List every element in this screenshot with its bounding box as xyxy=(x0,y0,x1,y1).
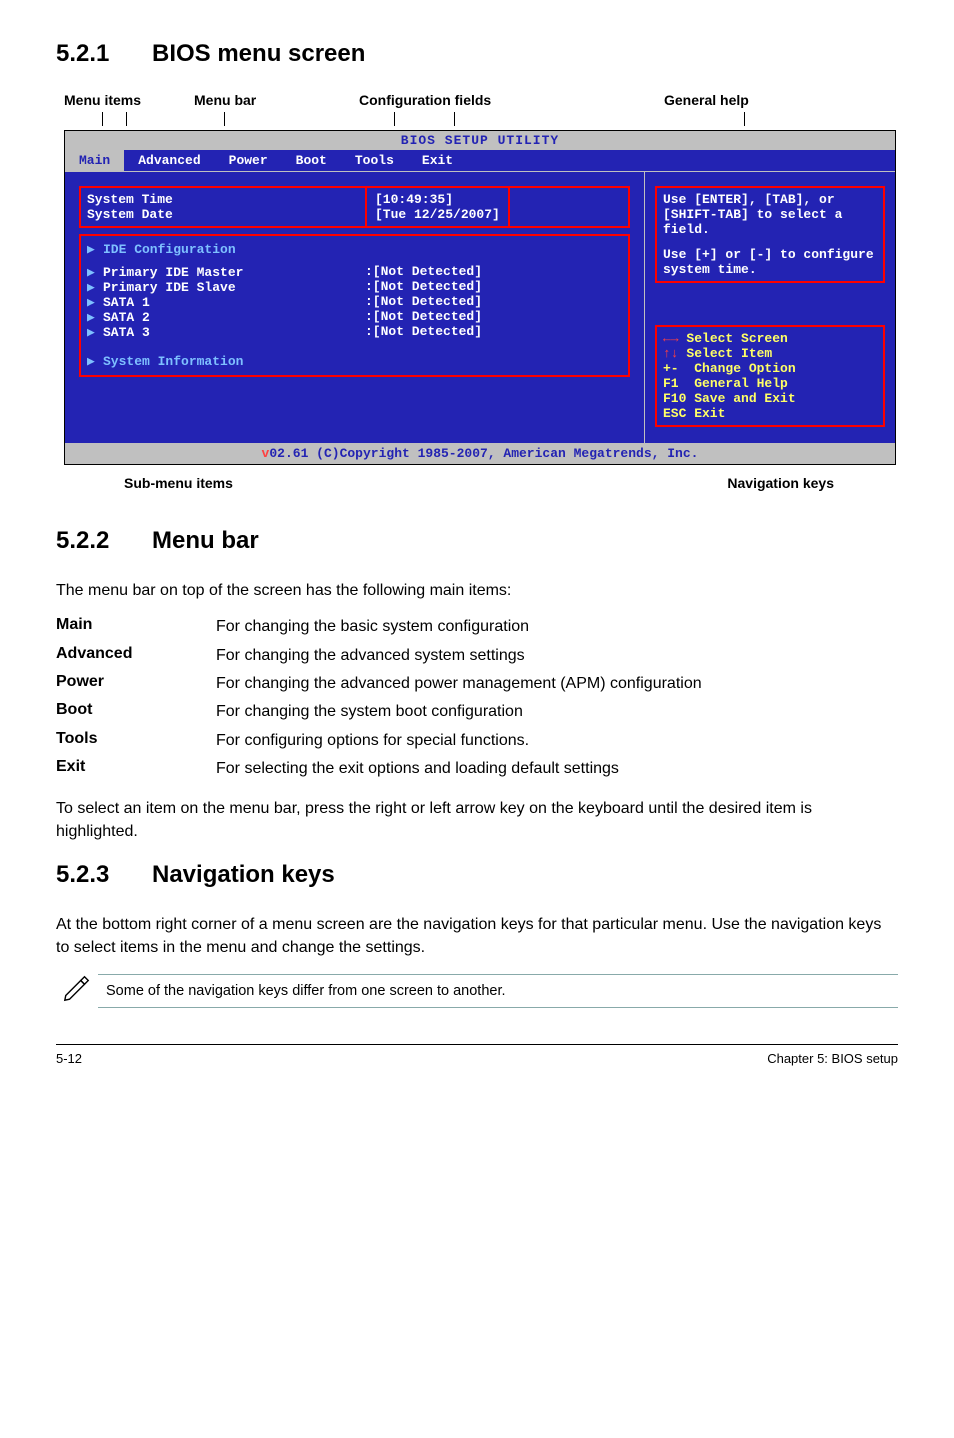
label-config-fields: Configuration fields xyxy=(359,92,491,108)
heading-title: Menu bar xyxy=(152,527,259,554)
triangle-icon: ▶ xyxy=(87,242,97,257)
heading-num: 5.2.2 xyxy=(56,527,152,555)
def-tools-v: For configuring options for special func… xyxy=(216,730,898,752)
sys-time-key: System Time xyxy=(87,192,307,207)
nav-select-screen: Select Screen xyxy=(686,331,787,346)
bios-screen: BIOS SETUP UTILITY Main Advanced Power B… xyxy=(64,130,896,465)
nav-select-item: Select Item xyxy=(686,346,772,361)
sata3-key[interactable]: SATA 3 xyxy=(103,325,308,340)
bios-top-labels: Menu items Menu bar Configuration fields… xyxy=(64,92,894,130)
footer-version: 02.61 xyxy=(269,446,308,461)
sys-date-key: System Date xyxy=(87,207,307,222)
nav-change-key: +- xyxy=(663,361,679,376)
def-adv-k: Advanced xyxy=(56,645,216,667)
page-footer: 5-12 Chapter 5: BIOS setup xyxy=(56,1044,898,1066)
arrows-ud-icon: ↑↓ xyxy=(663,346,679,361)
sata3-val: :[Not Detected] xyxy=(365,324,510,339)
bios-navkeys-box: ←→ Select Screen ↑↓ Select Item +- Chang… xyxy=(655,325,885,427)
pim-key[interactable]: Primary IDE Master xyxy=(103,265,308,280)
sata2-val: :[Not Detected] xyxy=(365,309,510,324)
def-power-v: For changing the advanced power manageme… xyxy=(216,673,898,695)
def-tools-k: Tools xyxy=(56,730,216,752)
label-general-help: General help xyxy=(664,92,749,108)
bios-menu-boot[interactable]: Boot xyxy=(282,150,341,171)
pis-key[interactable]: Primary IDE Slave xyxy=(103,280,308,295)
heading-num: 5.2.3 xyxy=(56,861,152,889)
bios-help-box: Use [ENTER], [TAB], or [SHIFT-TAB] to se… xyxy=(655,186,885,283)
def-power-k: Power xyxy=(56,673,216,695)
triangle-icon: ▶ xyxy=(87,310,97,325)
def-exit-v: For selecting the exit options and loadi… xyxy=(216,758,898,780)
bios-menu-advanced[interactable]: Advanced xyxy=(124,150,214,171)
label-menu-bar: Menu bar xyxy=(194,92,256,108)
def-main-k: Main xyxy=(56,616,216,638)
sys-date-val: [Tue 12/25/2007] xyxy=(375,207,500,222)
bios-menu-exit[interactable]: Exit xyxy=(408,150,467,171)
nav-esc: ESC Exit xyxy=(663,406,877,421)
note-block: Some of the navigation keys differ from … xyxy=(56,973,898,1008)
triangle-icon: ▶ xyxy=(87,295,97,310)
nav-general-help: General Help xyxy=(694,376,788,391)
bios-values-col: [10:49:35] [Tue 12/25/2007] :[Not Detect… xyxy=(365,180,510,339)
nav-change: Change Option xyxy=(694,361,795,376)
triangle-icon: ▶ xyxy=(87,325,97,340)
heading-521: 5.2.1BIOS menu screen xyxy=(56,40,898,68)
ide-config[interactable]: IDE Configuration xyxy=(103,242,236,257)
def-main-v: For changing the basic system configurat… xyxy=(216,616,898,638)
nav-save: F10 Save and Exit xyxy=(663,391,877,406)
label-submenu-items: Sub-menu items xyxy=(124,475,233,491)
bios-right-pane: Use [ENTER], [TAB], or [SHIFT-TAB] to se… xyxy=(644,172,895,443)
bios-submenu-box: ▶ IDE Configuration ▶ Primary IDE Master ▶… xyxy=(79,234,630,377)
def-adv-v: For changing the advanced system setting… xyxy=(216,645,898,667)
heading-title: Navigation keys xyxy=(152,861,335,888)
menubar-intro: The menu bar on top of the screen has th… xyxy=(56,579,898,602)
bios-footer: v02.61 (C)Copyright 1985-2007, American … xyxy=(65,443,895,464)
triangle-icon: ▶ xyxy=(87,280,97,295)
sata1-key[interactable]: SATA 1 xyxy=(103,295,308,310)
triangle-icon: ▶ xyxy=(87,354,97,369)
footer-left: 5-12 xyxy=(56,1051,82,1066)
help-line-2: Use [+] or [-] to configure system time. xyxy=(663,247,877,277)
bios-menu-power[interactable]: Power xyxy=(215,150,282,171)
pis-val: :[Not Detected] xyxy=(365,279,510,294)
label-menu-items: Menu items xyxy=(64,92,141,108)
bios-left-pane: System Time System Date ▶ IDE Configurati… xyxy=(65,172,644,443)
triangle-icon: ▶ xyxy=(87,265,97,280)
bios-menu-main[interactable]: Main xyxy=(65,150,124,171)
sata1-val: :[Not Detected] xyxy=(365,294,510,309)
navkeys-body: At the bottom right corner of a menu scr… xyxy=(56,913,898,959)
heading-title: BIOS menu screen xyxy=(152,40,365,67)
sysinfo[interactable]: System Information xyxy=(103,354,243,369)
def-exit-k: Exit xyxy=(56,758,216,780)
menu-definitions: MainFor changing the basic system config… xyxy=(56,616,898,780)
nav-general-key: F1 xyxy=(663,376,679,391)
bios-menu-tools[interactable]: Tools xyxy=(341,150,408,171)
pencil-icon xyxy=(56,973,98,1008)
def-boot-v: For changing the system boot configurati… xyxy=(216,701,898,723)
footer-copyright: (C)Copyright 1985-2007, American Megatre… xyxy=(308,446,698,461)
menubar-outro: To select an item on the menu bar, press… xyxy=(56,797,898,843)
note-text: Some of the navigation keys differ from … xyxy=(98,974,898,1008)
sys-time-val: [10:49:35] xyxy=(375,192,500,207)
heading-523: 5.2.3Navigation keys xyxy=(56,861,898,889)
bios-title: BIOS SETUP UTILITY xyxy=(65,131,895,150)
pim-val: :[Not Detected] xyxy=(365,264,510,279)
sata2-key[interactable]: SATA 2 xyxy=(103,310,308,325)
arrows-lr-icon: ←→ xyxy=(663,331,679,346)
def-boot-k: Boot xyxy=(56,701,216,723)
label-nav-keys: Navigation keys xyxy=(727,475,834,491)
footer-right: Chapter 5: BIOS setup xyxy=(767,1051,898,1066)
bios-menu-bar: Main Advanced Power Boot Tools Exit xyxy=(65,150,895,172)
bios-menu-items-box: System Time System Date xyxy=(79,186,630,228)
help-line-1: Use [ENTER], [TAB], or [SHIFT-TAB] to se… xyxy=(663,192,877,237)
heading-522: 5.2.2Menu bar xyxy=(56,527,898,555)
heading-num: 5.2.1 xyxy=(56,40,152,68)
